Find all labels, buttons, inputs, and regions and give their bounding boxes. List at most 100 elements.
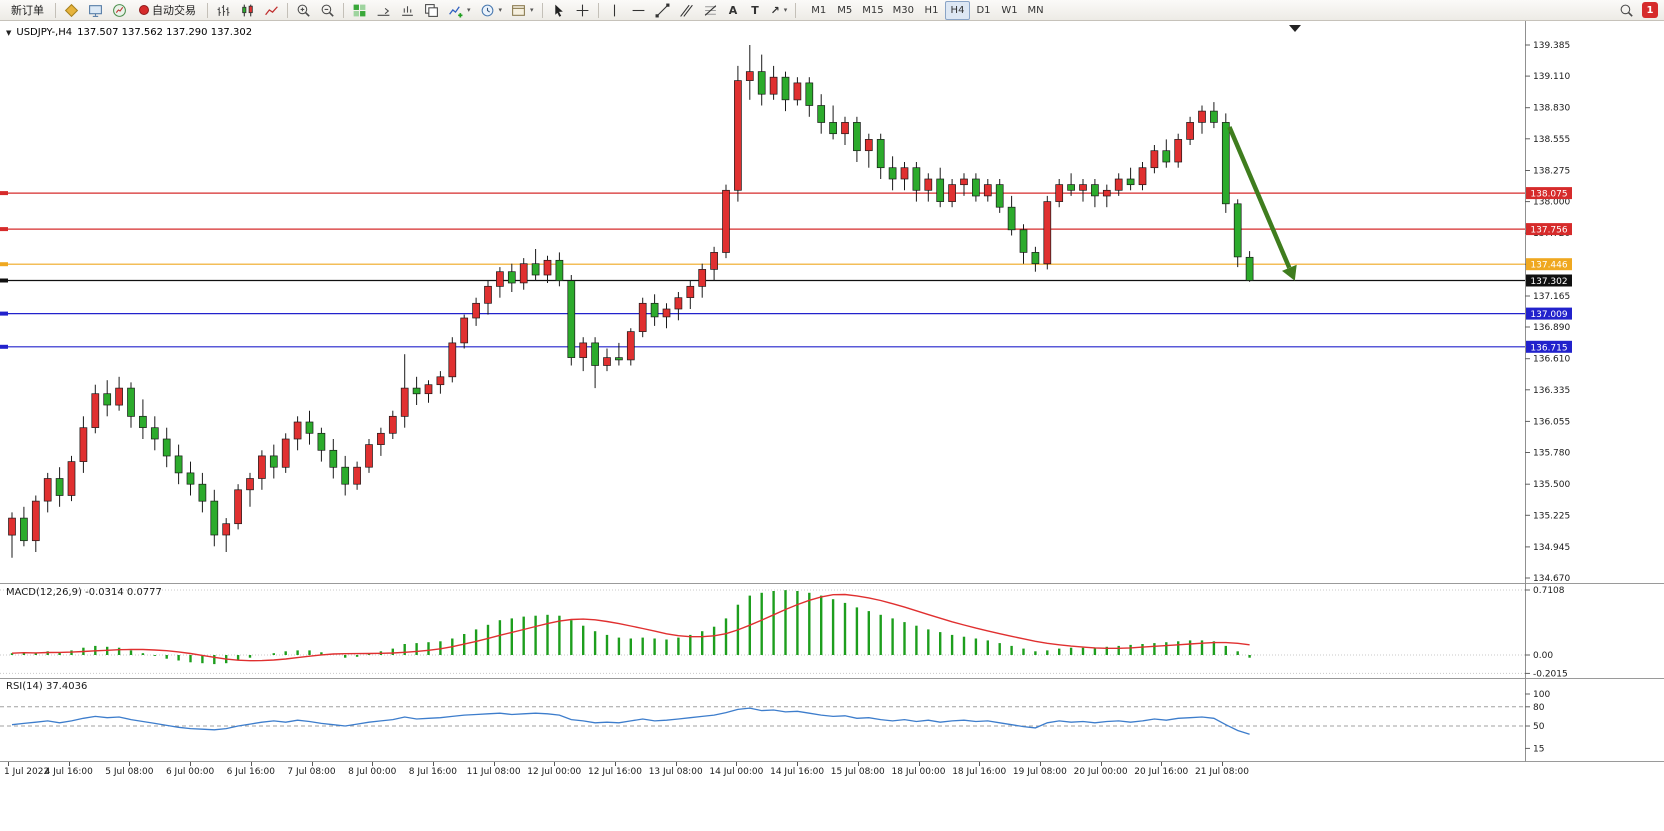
trendline-button[interactable]	[651, 1, 674, 20]
price-level-tag: 137.446	[1526, 258, 1572, 271]
horizontal-level-line[interactable]	[0, 344, 1525, 349]
candle	[793, 77, 802, 106]
svg-text:137.009: 137.009	[1530, 310, 1567, 320]
time-axis-tick	[1222, 762, 1223, 766]
candlestick-chart-button[interactable]	[236, 1, 259, 20]
svg-text:138.275: 138.275	[1533, 167, 1570, 177]
time-axis-tick	[372, 762, 374, 766]
candle	[496, 267, 504, 298]
candle	[900, 162, 909, 191]
horizontal-level-line[interactable]	[0, 278, 1525, 283]
candle	[1198, 105, 1206, 134]
time-axis-label: 18 Jul 16:00	[952, 767, 1007, 777]
chart-shift-marker[interactable]	[1289, 25, 1301, 32]
label-tool-button[interactable]: T	[745, 1, 766, 20]
new-order-button[interactable]: 新订单	[4, 1, 51, 20]
chart-shift-button[interactable]	[396, 1, 419, 20]
toolbar-separator	[55, 2, 56, 18]
time-axis-label: 15 Jul 08:00	[830, 767, 885, 777]
horizontal-level-line[interactable]	[0, 191, 1525, 196]
auto-trading-button[interactable]: 自动交易	[132, 1, 203, 20]
timeframe-button-m30[interactable]: M30	[889, 1, 918, 20]
indicators-button[interactable]: ▾	[444, 1, 475, 20]
toolbar-separator	[343, 2, 344, 18]
chevron-down-icon: ▾	[467, 6, 471, 14]
time-axis-label: 12 Jul 00:00	[527, 767, 582, 777]
candle	[1043, 195, 1052, 270]
candle	[281, 433, 290, 473]
candlestick-chart-icon	[242, 4, 253, 16]
candle	[531, 249, 540, 281]
timeframe-button-m1[interactable]: M1	[806, 1, 831, 20]
timeframe-button-m5[interactable]: M5	[832, 1, 857, 20]
toolbar-separator	[287, 2, 288, 18]
vertical-line-button[interactable]	[603, 1, 626, 20]
price-level-tag: 137.009	[1526, 307, 1572, 320]
candle	[424, 380, 433, 403]
periods-button[interactable]: ▾	[476, 1, 507, 20]
timeframe-button-mn[interactable]: MN	[1023, 1, 1048, 20]
timeframe-button-m15[interactable]: M15	[858, 1, 887, 20]
clock-icon	[481, 4, 493, 16]
terminal-button[interactable]	[84, 1, 107, 20]
svg-text:50: 50	[1533, 722, 1545, 732]
candle	[853, 116, 861, 162]
timeframe-button-h1[interactable]: H1	[919, 1, 944, 20]
arrange-windows-button[interactable]	[420, 1, 443, 20]
channel-button[interactable]	[675, 1, 698, 20]
cursor-button[interactable]	[547, 1, 570, 20]
search-button[interactable]	[1615, 1, 1638, 20]
timeframe-button-h4[interactable]: H4	[945, 0, 970, 20]
svg-text:135.500: 135.500	[1533, 480, 1570, 490]
rsi-panel-canvas[interactable]: 100 80 50 15	[0, 678, 1664, 762]
toolbar-separator	[795, 2, 797, 18]
line-chart-button[interactable]	[260, 1, 283, 20]
candle	[341, 455, 350, 496]
candle	[1031, 246, 1040, 272]
fibonacci-button[interactable]	[699, 1, 722, 20]
time-axis[interactable]: 1 Jul 2022 4 Jul 16:00 5 Jul 08:00 6 Jul 00…	[0, 762, 1664, 782]
candle	[91, 384, 100, 434]
shapes-button[interactable]: ↗ ▾	[767, 1, 792, 20]
timeframe-button-w1[interactable]: W1	[997, 1, 1022, 20]
horizontal-line-button[interactable]	[627, 1, 650, 20]
candle	[412, 376, 421, 405]
svg-text:135.780: 135.780	[1533, 449, 1570, 459]
auto-scroll-button[interactable]	[372, 1, 395, 20]
crosshair-button[interactable]	[571, 1, 594, 20]
candle	[305, 410, 314, 445]
zoom-in-button[interactable]	[292, 1, 315, 20]
trend-arrow[interactable]	[1227, 126, 1297, 281]
timeframe-button-d1[interactable]: D1	[971, 1, 996, 20]
time-axis-tick	[736, 762, 738, 766]
candle	[258, 450, 266, 490]
candle	[864, 133, 873, 168]
candle	[234, 484, 242, 530]
notification-badge[interactable]: 1	[1642, 2, 1658, 18]
text-tool-button[interactable]: A	[723, 1, 744, 20]
candle	[20, 506, 28, 547]
candle	[222, 518, 231, 552]
text-icon: A	[728, 3, 738, 17]
svg-text:136.715: 136.715	[1530, 343, 1567, 353]
strategy-tester-button[interactable]	[108, 1, 131, 20]
horizontal-level-line[interactable]	[0, 262, 1525, 267]
candle	[1210, 102, 1218, 129]
candle	[519, 258, 528, 290]
macd-panel-canvas[interactable]: 0.7108 0.00 -0.2015	[0, 583, 1664, 678]
candle	[436, 371, 445, 394]
metaeditor-button[interactable]	[60, 1, 83, 20]
tile-windows-button[interactable]	[348, 1, 371, 20]
bar-chart-button[interactable]	[212, 1, 235, 20]
main-chart-canvas[interactable]: 139.385 139.110 138.830 138.555 138.275 138.0…	[0, 21, 1664, 583]
candle	[1102, 184, 1111, 208]
horizontal-level-line[interactable]	[0, 311, 1525, 316]
horizontal-level-line[interactable]	[0, 227, 1525, 232]
svg-text:139.385: 139.385	[1533, 41, 1570, 51]
candle	[1245, 251, 1254, 282]
time-axis-label: 5 Jul 08:00	[105, 767, 154, 777]
zoom-out-button[interactable]	[316, 1, 339, 20]
candle	[400, 354, 409, 428]
bar-chart-icon	[217, 4, 230, 16]
templates-button[interactable]: ▾	[507, 1, 538, 20]
